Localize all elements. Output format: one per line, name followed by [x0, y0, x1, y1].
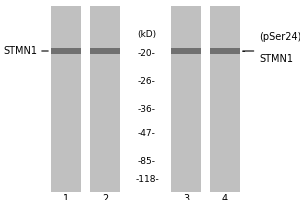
Bar [171, 6, 201, 192]
Bar [51, 48, 81, 54]
Text: (kD): (kD) [137, 29, 157, 38]
Bar [51, 6, 81, 192]
Text: 2: 2 [102, 194, 108, 200]
Text: -: - [242, 46, 245, 56]
Text: 3: 3 [183, 194, 189, 200]
Text: -20-: -20- [138, 49, 156, 58]
Text: STMN1: STMN1 [3, 46, 37, 56]
Bar [90, 6, 120, 192]
Text: -36-: -36- [138, 106, 156, 114]
Text: -118-: -118- [135, 176, 159, 184]
Text: 1: 1 [63, 194, 69, 200]
Bar [90, 48, 120, 54]
Text: STMN1: STMN1 [260, 54, 293, 64]
Bar [210, 48, 240, 54]
Bar [171, 48, 201, 54]
Text: -47-: -47- [138, 130, 156, 138]
Text: -85-: -85- [138, 158, 156, 166]
Text: (pSer24): (pSer24) [260, 32, 300, 42]
Text: 4: 4 [222, 194, 228, 200]
Text: -26-: -26- [138, 77, 156, 86]
Bar [210, 6, 240, 192]
